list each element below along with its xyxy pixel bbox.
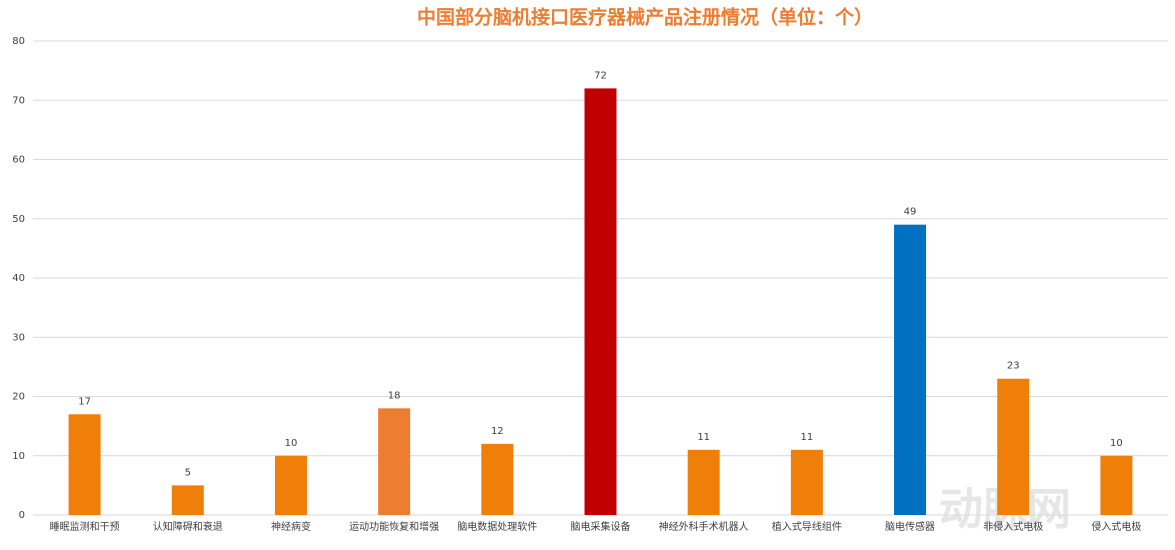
data-label: 72: [594, 70, 607, 81]
data-label: 18: [388, 390, 401, 401]
data-label: 49: [904, 207, 917, 218]
x-tick-label: 非侵入式电极: [983, 520, 1043, 533]
data-label: 11: [800, 432, 813, 443]
y-tick-label: 10: [12, 451, 25, 462]
y-tick-label: 80: [12, 36, 25, 47]
x-tick-label: 脑电传感器: [885, 520, 935, 533]
x-tick-label: 脑电采集设备: [571, 520, 631, 533]
x-tick-label: 植入式导线组件: [772, 520, 842, 533]
bar: [997, 378, 1030, 515]
x-tick-label: 睡眠监测和干预: [50, 520, 120, 533]
bar: [378, 408, 411, 515]
data-label: 10: [1110, 438, 1123, 449]
y-tick-label: 70: [12, 95, 25, 106]
data-label: 11: [697, 432, 710, 443]
data-label: 12: [491, 426, 504, 437]
x-tick-label: 神经病变: [271, 520, 311, 533]
bar: [790, 449, 823, 515]
x-tick-label: 认知障碍和衰退: [153, 520, 223, 533]
y-tick-label: 40: [12, 273, 25, 284]
y-tick-label: 0: [19, 510, 25, 521]
x-tick-label: 侵入式电极: [1091, 520, 1141, 533]
y-tick-label: 60: [12, 155, 25, 166]
x-tick-label: 运动功能恢复和增强: [349, 520, 439, 533]
chart-title: 中国部分脑机接口医疗器械产品注册情况（单位：个）: [417, 6, 873, 29]
data-label: 23: [1007, 361, 1020, 372]
data-label: 17: [78, 396, 91, 407]
y-tick-label: 50: [12, 214, 25, 225]
data-label: 5: [185, 467, 191, 478]
bar: [171, 485, 204, 515]
data-label: 10: [285, 438, 298, 449]
bar: [274, 455, 307, 515]
bar: [894, 224, 927, 516]
x-tick-label: 脑电数据处理软件: [457, 520, 537, 533]
bar: [68, 414, 101, 515]
y-tick-label: 20: [12, 392, 25, 403]
x-tick-label: 神经外科手术机器人: [659, 520, 749, 533]
bar: [481, 443, 514, 515]
bar: [584, 88, 617, 516]
bar: [687, 449, 720, 515]
bar: [1100, 455, 1133, 515]
y-tick-label: 30: [12, 332, 25, 343]
